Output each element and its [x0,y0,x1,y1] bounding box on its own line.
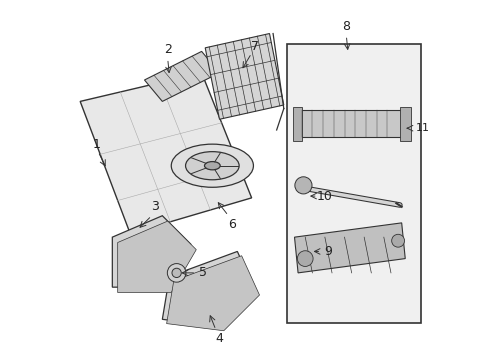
Circle shape [294,177,311,194]
Polygon shape [80,73,251,234]
Bar [287,44,421,323]
Polygon shape [166,256,259,331]
Polygon shape [144,51,219,102]
Circle shape [391,234,404,247]
Polygon shape [118,221,196,293]
Text: 10: 10 [316,190,332,203]
Ellipse shape [204,162,220,170]
Polygon shape [205,33,283,119]
Polygon shape [294,223,405,273]
Bar [298,111,403,137]
Text: 9: 9 [324,245,332,258]
Text: 5: 5 [199,266,207,279]
Text: 8: 8 [342,20,349,33]
Circle shape [297,251,312,266]
Text: 3: 3 [151,200,159,213]
Text: 6: 6 [227,218,235,231]
Circle shape [172,268,181,278]
Text: 11: 11 [415,123,429,133]
Bar [292,107,301,141]
Text: 4: 4 [215,333,223,346]
Text: 2: 2 [163,43,171,56]
Bar [399,107,410,141]
Ellipse shape [171,144,253,187]
Polygon shape [162,251,255,327]
Polygon shape [112,216,190,287]
Circle shape [167,264,185,282]
Ellipse shape [185,152,239,180]
Text: 1: 1 [92,138,100,151]
Text: 7: 7 [250,40,258,53]
